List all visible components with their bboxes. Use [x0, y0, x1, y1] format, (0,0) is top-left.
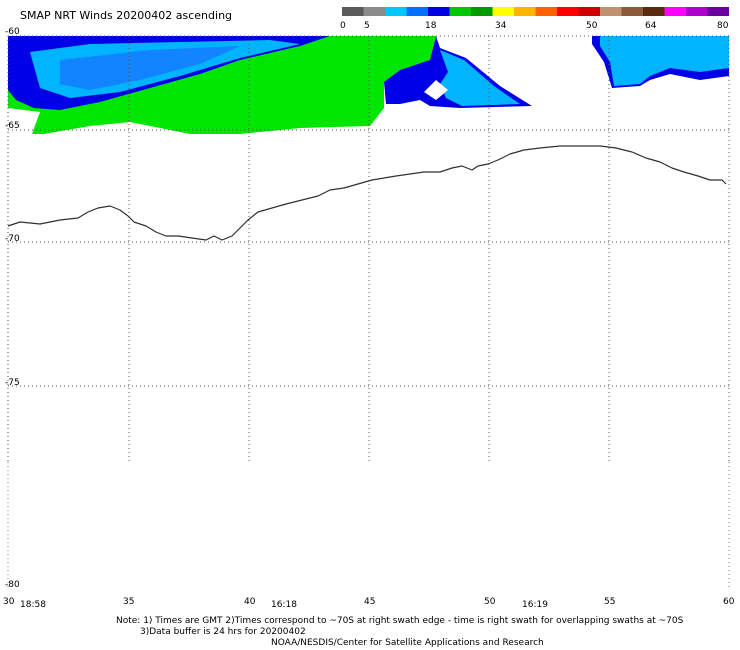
colorbar-segment: [664, 7, 687, 16]
lon-label-45: 45: [364, 597, 376, 607]
colorbar-label-0: 0: [340, 21, 346, 31]
lon-label-35: 35: [123, 597, 135, 607]
map-title: SMAP NRT Winds 20200402 ascending: [20, 9, 233, 22]
colorbar-label-18: 18: [425, 21, 437, 31]
wind-swath-right-lightblue: [600, 36, 729, 86]
colorbar-segment: [428, 7, 450, 16]
colorbar-segment: [578, 7, 601, 16]
lon-label-60: 60: [723, 597, 735, 607]
lon-label-40: 40: [244, 597, 256, 607]
bottom-axis-ticks: [7, 462, 730, 590]
colorbar-segment: [363, 7, 386, 16]
lon-label-50: 50: [484, 597, 496, 607]
wind-swaths: [8, 36, 729, 134]
colorbar-segment: [514, 7, 536, 16]
lon-label-30: 30: [3, 597, 15, 607]
wind-swath-left-midblue: [60, 46, 240, 90]
lon-label-55: 55: [604, 597, 616, 607]
wind-swath-middle-gap: [424, 80, 448, 100]
colorbar-segment: [621, 7, 644, 16]
note-line-2: 3)Data buffer is 24 hrs for 20200402: [140, 627, 306, 637]
colorbar-segment: [535, 7, 558, 16]
note-line-3: NOAA/NESDIS/Center for Satellite Applica…: [271, 638, 544, 648]
lat-label-80: -80: [5, 580, 20, 590]
colorbar-label-34: 34: [495, 21, 507, 31]
colorbar-label-64: 64: [645, 21, 657, 31]
time-label-1618: 16:18: [271, 600, 297, 610]
colorbar-label-80: 80: [717, 21, 729, 31]
antarctic-coastline: [7, 145, 727, 241]
lat-label-70: -70: [5, 234, 20, 244]
colorbar-segment: [600, 7, 622, 16]
lat-label-65: -65: [5, 121, 20, 131]
colorbar-segment: [449, 7, 472, 16]
colorbar-label-5: 5: [364, 21, 370, 31]
time-label-1619: 16:19: [522, 600, 548, 610]
lat-label-75: -75: [5, 378, 20, 388]
lat-label-60: -60: [5, 27, 20, 37]
graticule: [7, 35, 730, 462]
colorbar-segment: [385, 7, 407, 16]
note-line-1: Note: 1) Times are GMT 2)Times correspon…: [116, 616, 684, 626]
colorbar-segment: [707, 7, 729, 16]
time-label-1858: 18:58: [20, 600, 46, 610]
colorbar-segment: [557, 7, 579, 16]
colorbar-segment: [643, 7, 665, 16]
wind-speed-colorbar: [342, 7, 729, 16]
colorbar-segment: [406, 7, 429, 16]
wind-swath-middle-lightblue: [440, 50, 520, 106]
colorbar-segment: [471, 7, 493, 16]
colorbar-segment: [686, 7, 708, 16]
colorbar-segment: [342, 7, 364, 16]
colorbar-label-50: 50: [586, 21, 598, 31]
colorbar-segment: [492, 7, 515, 16]
